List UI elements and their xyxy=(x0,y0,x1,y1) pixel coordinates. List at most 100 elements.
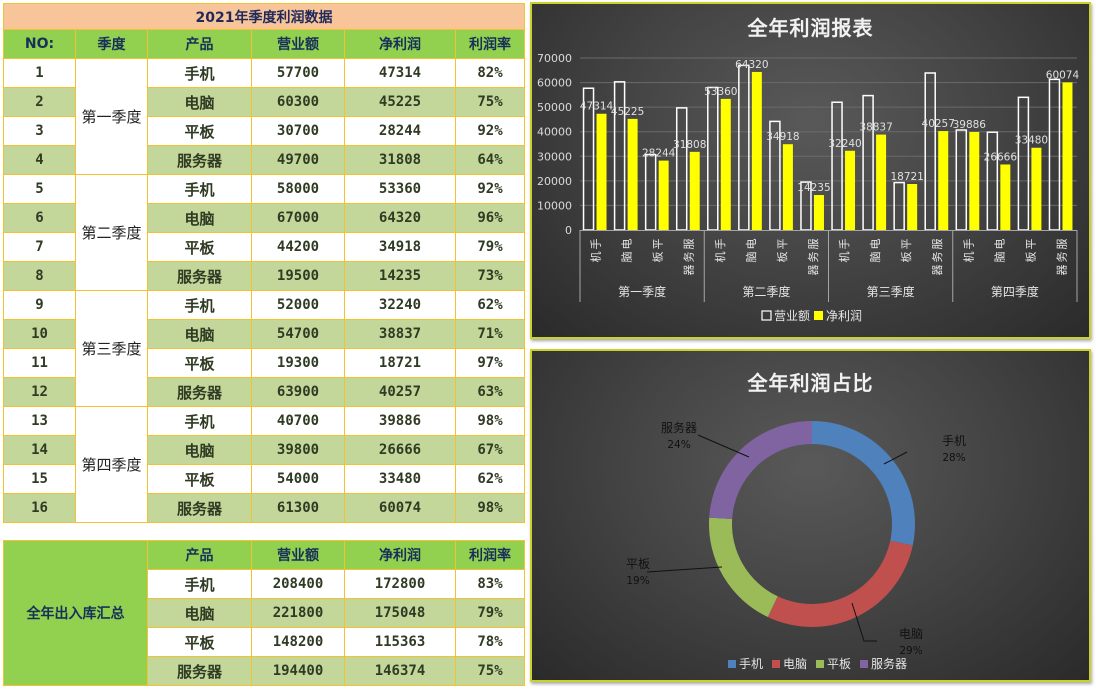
product-cell: 平板 xyxy=(147,627,252,657)
table-row: 15 平板 54000 33480 62% xyxy=(3,464,526,494)
profit-report-bar-chart[interactable]: 全年利润报表 0 10000 20000 30000 40000 50000 60000 70… xyxy=(530,2,1091,339)
quarter-cell: 第三季度 xyxy=(75,290,148,407)
doughnut-segment[interactable] xyxy=(767,540,913,627)
row-number: 15 xyxy=(3,464,76,494)
x-category-label: 电 xyxy=(621,239,634,250)
bar-profit[interactable] xyxy=(658,160,669,230)
row-number: 1 xyxy=(3,58,76,88)
row-number: 12 xyxy=(3,377,76,407)
y-tick-label: 30000 xyxy=(537,150,572,163)
rate-cell: 79% xyxy=(454,232,526,262)
bar-profit[interactable] xyxy=(751,71,762,230)
revenue-cell: 44200 xyxy=(251,232,345,262)
x-category-label: 服 xyxy=(683,239,696,250)
bar-revenue[interactable] xyxy=(707,86,719,231)
bar-profit[interactable] xyxy=(938,131,949,230)
x-group-label: 第二季度 xyxy=(742,284,790,299)
bar-revenue[interactable] xyxy=(831,101,843,231)
product-cell: 电脑 xyxy=(147,319,252,349)
doughnut-segment[interactable] xyxy=(812,421,915,546)
profit-cell: 26666 xyxy=(344,435,456,465)
bar-profit[interactable] xyxy=(782,144,793,230)
legend-swatch-profit xyxy=(814,311,823,320)
bar-profit[interactable] xyxy=(969,131,980,230)
doughnut-chart-title: 全年利润占比 xyxy=(747,371,874,395)
revenue-cell: 19300 xyxy=(251,348,345,378)
summary-row: 服务器 194400 146374 75% xyxy=(4,656,525,686)
bar-profit[interactable] xyxy=(813,195,824,230)
bar-revenue[interactable] xyxy=(1017,96,1030,231)
x-category-label: 脑 xyxy=(621,252,634,263)
bar-profit[interactable] xyxy=(876,134,887,230)
rate-cell: 92% xyxy=(454,116,526,146)
profit-share-doughnut-chart[interactable]: 全年利润占比 手机 28% 电脑 29% 平板 19% 服务器 24% 手机 电脑 平板 服务器 xyxy=(530,349,1091,682)
data-label: 64320 xyxy=(735,59,768,71)
bar-profit[interactable] xyxy=(907,183,918,230)
legend-item[interactable]: 平板 xyxy=(827,657,851,671)
summary-row: 电脑 221800 175048 79% xyxy=(4,598,525,628)
doughnut-segment[interactable] xyxy=(709,421,812,520)
product-cell: 平板 xyxy=(147,348,252,378)
bar-profit[interactable] xyxy=(1031,147,1042,230)
bar-revenue[interactable] xyxy=(862,94,874,231)
doughnut-segment[interactable] xyxy=(709,517,778,618)
bar-profit[interactable] xyxy=(1000,164,1011,230)
table-title: 2021年季度利润数据 xyxy=(2,3,526,30)
product-cell: 手机 xyxy=(147,58,252,88)
bar-revenue[interactable] xyxy=(924,72,936,231)
summary-header-revenue: 营业额 xyxy=(251,540,345,570)
quarter-cell: 第二季度 xyxy=(75,174,148,291)
header-profit: 净利润 xyxy=(344,29,456,59)
legend-revenue[interactable]: 营业额 xyxy=(774,309,810,323)
x-category-label: 器 xyxy=(807,265,820,276)
bar-profit[interactable] xyxy=(1062,82,1073,230)
bar-profit[interactable] xyxy=(720,98,731,230)
x-category-label: 务 xyxy=(683,252,696,263)
row-number: 16 xyxy=(3,493,76,523)
summary-row: 手机 208400 172800 83% xyxy=(4,569,525,599)
quarter-cell: 第四季度 xyxy=(75,406,148,523)
bar-profit[interactable] xyxy=(845,150,856,230)
header-product: 产品 xyxy=(147,29,252,59)
profit-cell: 115363 xyxy=(344,627,456,657)
slice-percent: 28% xyxy=(942,452,965,464)
bar-chart-canvas: 0 10000 20000 30000 40000 50000 60000 70000 4731… xyxy=(537,52,1079,323)
revenue-cell: 30700 xyxy=(251,116,345,146)
legend-item[interactable]: 手机 xyxy=(739,657,763,671)
revenue-cell: 49700 xyxy=(251,145,345,175)
summary-header-product: 产品 xyxy=(147,540,252,570)
summary-header-rate: 利润率 xyxy=(455,540,525,570)
table-row: 1 第一季度 手机 57700 47314 82% xyxy=(3,58,526,175)
bar-revenue[interactable] xyxy=(644,153,657,231)
bar-revenue[interactable] xyxy=(893,181,905,231)
slice-percent: 29% xyxy=(899,645,922,657)
x-category-label: 板 xyxy=(1023,252,1037,263)
product-cell: 服务器 xyxy=(147,493,252,523)
revenue-cell: 194400 xyxy=(251,656,345,686)
x-category-label: 器 xyxy=(683,265,696,276)
bar-profit[interactable] xyxy=(596,113,607,230)
header-no: NO: xyxy=(3,29,76,59)
x-category-label: 服 xyxy=(931,239,944,250)
legend-item[interactable]: 电脑 xyxy=(783,657,807,671)
data-label: 47314 xyxy=(580,101,614,113)
rate-cell: 63% xyxy=(454,377,526,407)
bar-revenue[interactable] xyxy=(1048,78,1061,231)
legend-profit[interactable]: 净利润 xyxy=(826,309,862,323)
legend-item[interactable]: 服务器 xyxy=(871,656,907,671)
bar-revenue[interactable] xyxy=(675,107,688,231)
profit-cell: 39886 xyxy=(344,406,456,436)
x-category-label: 平 xyxy=(900,239,913,250)
bar-revenue[interactable] xyxy=(955,129,968,231)
y-tick-label: 60000 xyxy=(537,77,572,90)
data-label: 18721 xyxy=(890,171,923,183)
leader-line xyxy=(646,566,723,573)
bar-profit[interactable] xyxy=(689,151,700,230)
x-category-label: 器 xyxy=(931,265,944,276)
bar-profit[interactable] xyxy=(627,118,638,230)
slice-label: 手机 xyxy=(942,434,966,448)
x-category-label: 器 xyxy=(1055,265,1068,276)
rate-cell: 98% xyxy=(454,493,526,523)
data-label: 32240 xyxy=(828,138,861,150)
product-cell: 电脑 xyxy=(147,203,252,233)
